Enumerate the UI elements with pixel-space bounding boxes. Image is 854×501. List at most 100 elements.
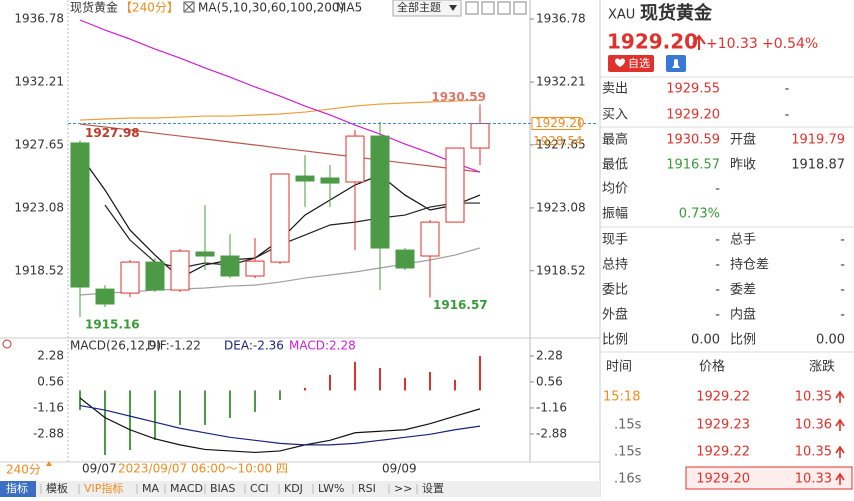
tab[interactable]: 模板 — [46, 481, 68, 495]
tab[interactable]: MA — [142, 482, 159, 495]
y-tick-label: 1927.65 — [536, 137, 586, 151]
x-tick-label: 09/09 — [382, 462, 417, 476]
field-label: 持仓差 — [730, 258, 769, 273]
y-tick-label: 2.28 — [37, 348, 64, 362]
y-tick-label: -2.88 — [33, 426, 64, 440]
tab[interactable]: BIAS — [210, 482, 235, 495]
tab[interactable]: CCI — [250, 482, 269, 495]
candle-body — [345, 135, 365, 183]
theme-dropdown[interactable] — [392, 0, 462, 17]
tool-icon[interactable] — [497, 1, 511, 15]
field-label: - — [785, 82, 790, 97]
checkbox-icon[interactable] — [183, 1, 195, 13]
field-value: - — [715, 233, 720, 248]
trades-header: 价格 — [699, 359, 725, 375]
tab[interactable]: 设置 — [422, 482, 444, 495]
indicator-line — [79, 99, 481, 121]
tab[interactable]: RSI — [358, 482, 376, 495]
candle-body — [320, 177, 340, 184]
field-label: 外盘 — [602, 307, 628, 323]
tab[interactable]: >> — [394, 482, 412, 495]
candle-body — [295, 175, 315, 182]
trade-time: .15s — [614, 445, 642, 460]
watch-label[interactable]: 自选 — [628, 57, 650, 70]
quote-code: XAU — [608, 8, 635, 23]
field-label: 比例 — [602, 333, 628, 348]
trade-arrow — [835, 472, 845, 485]
symbol-title: 现货黄金 — [70, 0, 118, 15]
candle-body — [470, 123, 490, 149]
checkbox-icon — [184, 2, 194, 12]
candle-body — [270, 173, 290, 263]
trade-arrow — [835, 445, 845, 458]
cursor-label: 2023/09/07 06:00～10:00 四 — [118, 462, 288, 476]
indicator-series: MA5 — [336, 1, 362, 15]
period-arrow — [46, 461, 52, 466]
field-value: - — [840, 258, 845, 273]
watch-button[interactable] — [608, 55, 654, 72]
y-tick-label: 1932.21 — [14, 75, 64, 89]
field-label: 均价 — [602, 182, 628, 197]
field-value: - — [840, 308, 845, 323]
field-label: 总持 — [602, 258, 628, 273]
trade-change: 10.35 — [795, 390, 832, 405]
settings-icon[interactable] — [2, 339, 12, 349]
field-value: 1918.87 — [791, 158, 845, 173]
field-value: - — [715, 182, 720, 197]
extreme-label: 1930.59 — [431, 90, 486, 104]
tab-bar — [0, 481, 600, 497]
field-label: 卖出 — [602, 82, 628, 97]
tool-icon[interactable] — [465, 1, 479, 15]
field-value: 1929.55 — [666, 82, 720, 97]
indicator-label: MA(5,10,30,60,100,200) — [198, 1, 344, 15]
tool-icon[interactable] — [513, 1, 527, 15]
dropdown-arrow — [449, 5, 457, 11]
field-label: 买入 — [602, 108, 628, 123]
quote-price: 1929.20 — [607, 30, 698, 54]
trade-price: 1929.23 — [696, 418, 750, 433]
field-value: 1919.79 — [791, 133, 845, 148]
bell-icon — [672, 59, 680, 68]
extreme-label: 1916.57 — [433, 298, 488, 312]
y-tick-label: 0.56 — [536, 374, 563, 388]
field-label: 现手 — [602, 233, 628, 248]
price-tag — [531, 117, 581, 131]
field-value: 0.00 — [816, 333, 845, 348]
tab-selected — [0, 481, 36, 497]
quote-change: +10.33 — [706, 36, 758, 52]
quote-change-pct: +0.54% — [762, 36, 818, 52]
tab[interactable]: LW% — [318, 482, 344, 495]
tab[interactable]: 指标 — [6, 481, 28, 495]
tab[interactable]: KDJ — [284, 482, 303, 495]
field-label: 最低 — [602, 158, 628, 173]
candle-body — [420, 221, 440, 257]
macd-title: MACD(26,12,9) — [70, 339, 161, 353]
heart-icon — [615, 58, 625, 67]
y-tick-label: -2.88 — [536, 426, 567, 440]
y-tick-label: 1918.52 — [536, 263, 586, 277]
field-value: - — [840, 233, 845, 248]
candle-body — [70, 142, 90, 288]
quote-name: 现货黄金 — [640, 2, 713, 24]
indicator-line — [104, 202, 480, 269]
indicator-line — [79, 19, 481, 173]
y-tick-label: 1923.08 — [14, 200, 64, 214]
tool-icon[interactable] — [481, 1, 495, 15]
latest-trade-highlight — [685, 466, 853, 490]
trade-arrow — [835, 390, 845, 403]
field-value: - — [715, 283, 720, 298]
tab[interactable]: MACD — [170, 482, 203, 495]
x-tick-label: 09/07 — [82, 462, 117, 476]
trades-header: 涨跌 — [809, 359, 835, 375]
y-tick-label: 2.28 — [536, 348, 563, 362]
up-arrow — [692, 34, 706, 50]
price-tag-label: 1929.20 — [535, 116, 585, 130]
y-tick-label: -1.16 — [33, 400, 64, 414]
y-tick-label: 1936.78 — [14, 12, 64, 26]
ma-marker: 1928.54 — [533, 134, 583, 148]
trade-change: 10.36 — [795, 418, 832, 433]
extreme-label: 1915.16 — [85, 318, 140, 332]
field-value: - — [840, 283, 845, 298]
y-tick-label: 0.56 — [37, 374, 64, 388]
tab[interactable]: VIP指标 — [84, 481, 123, 495]
